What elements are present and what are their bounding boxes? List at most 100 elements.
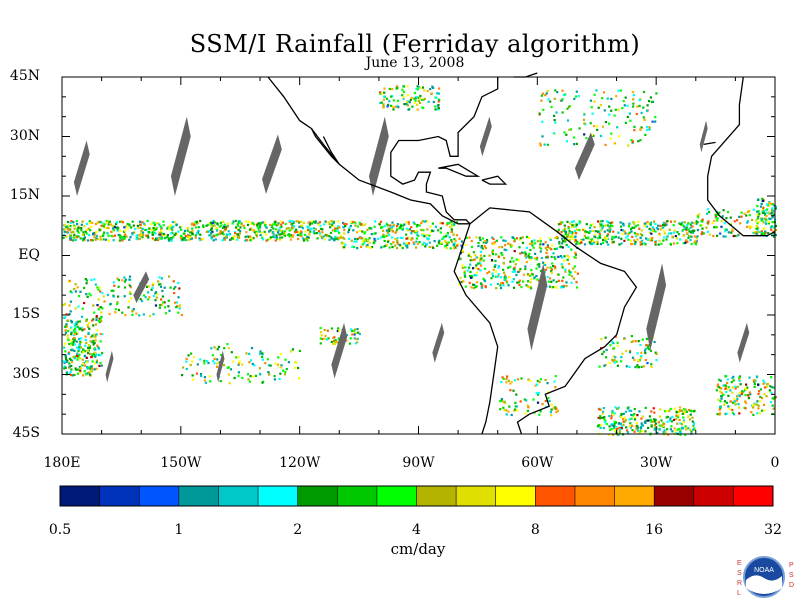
rain-pixel	[343, 232, 346, 235]
missing-swath	[479, 116, 492, 157]
rain-pixel	[355, 337, 358, 340]
rain-pixel	[475, 274, 478, 277]
rain-pixel	[380, 246, 383, 249]
rain-pixel	[633, 232, 636, 235]
rain-pixel	[554, 257, 557, 261]
rain-pixel	[142, 234, 145, 237]
rain-pixel	[74, 238, 77, 242]
rain-pixel	[107, 226, 110, 230]
rain-pixel	[571, 225, 574, 228]
rain-pixel	[338, 226, 341, 229]
rain-pixel	[499, 286, 503, 290]
rain-pixel	[645, 337, 648, 340]
rain-pixel	[403, 103, 406, 106]
rain-pixel	[269, 229, 272, 232]
rain-pixel	[253, 231, 256, 234]
rain-pixel	[159, 285, 163, 288]
rain-pixel	[755, 231, 758, 234]
rain-pixel	[304, 230, 307, 233]
rain-pixel	[640, 424, 644, 427]
rain-pixel	[92, 324, 95, 327]
rain-pixel	[239, 226, 242, 229]
rain-pixel	[113, 284, 116, 287]
rain-pixel	[417, 234, 420, 237]
rain-pixel	[577, 95, 580, 98]
rain-pixel	[254, 374, 258, 377]
rain-pixel	[502, 377, 505, 380]
rain-pixel	[444, 239, 447, 243]
rain-pixel	[279, 366, 282, 369]
rain-pixel	[338, 236, 341, 239]
rain-pixel	[273, 375, 276, 378]
rain-pixel	[161, 295, 164, 298]
rain-pixel	[63, 360, 66, 363]
rain-pixel	[622, 229, 625, 232]
rain-pixel	[629, 422, 632, 425]
rain-pixel	[83, 370, 86, 373]
rain-pixel	[267, 364, 270, 367]
rain-pixel	[464, 285, 467, 288]
rain-pixel	[73, 323, 76, 326]
rain-pixel	[538, 112, 541, 115]
rain-pixel	[291, 235, 294, 238]
rain-pixel	[693, 422, 696, 425]
missing-swath	[574, 132, 595, 181]
rain-pixel	[512, 236, 515, 239]
rain-pixel	[550, 248, 553, 251]
rain-pixel	[197, 229, 200, 233]
rain-pixel	[501, 282, 504, 285]
rain-pixel	[174, 286, 177, 289]
rain-pixel	[719, 379, 722, 382]
rain-pixel	[759, 400, 762, 403]
rain-pixel	[396, 99, 400, 102]
rain-pixel	[756, 205, 759, 208]
rain-pixel	[616, 407, 619, 410]
rain-pixel	[687, 222, 690, 225]
rain-pixel	[215, 226, 218, 230]
rain-pixel	[353, 331, 356, 335]
rain-pixel	[599, 424, 603, 427]
rain-pixel	[421, 86, 425, 89]
rain-pixel	[279, 236, 282, 239]
rain-pixel	[379, 101, 382, 104]
rain-pixel	[505, 381, 508, 384]
rain-pixel	[653, 428, 656, 431]
rain-pixel	[84, 360, 88, 363]
rain-pixel	[217, 345, 221, 348]
rain-pixel	[629, 426, 632, 429]
rain-pixel	[360, 223, 363, 226]
rain-pixel	[401, 88, 404, 91]
rain-pixel	[95, 361, 98, 364]
rain-pixel	[613, 422, 616, 425]
rain-pixel	[588, 226, 592, 230]
rain-pixel	[593, 125, 596, 128]
rain-pixel	[218, 225, 221, 228]
rain-pixel	[556, 237, 559, 240]
rain-pixel	[255, 235, 258, 238]
rain-pixel	[70, 368, 73, 371]
rain-pixel	[396, 240, 399, 243]
rain-pixel	[93, 311, 96, 314]
rain-pixel	[337, 327, 340, 330]
rain-pixel	[274, 223, 277, 226]
rain-pixel	[353, 333, 356, 336]
coastline	[481, 175, 508, 185]
rain-pixel	[515, 237, 518, 240]
rain-pixel	[64, 366, 67, 369]
rain-pixel	[453, 224, 456, 227]
rain-pixel	[700, 233, 703, 236]
rain-pixel	[145, 234, 148, 237]
rain-pixel	[583, 234, 586, 237]
rain-pixel	[733, 400, 736, 403]
rain-pixel	[331, 229, 334, 232]
rain-pixel	[227, 346, 230, 350]
rain-pixel	[114, 308, 118, 311]
rain-pixel	[416, 242, 419, 246]
coastline	[469, 207, 638, 435]
rain-pixel	[475, 281, 479, 284]
rain-pixel	[738, 392, 741, 395]
rain-pixel	[416, 108, 419, 111]
missing-swath	[170, 116, 191, 196]
rain-pixel	[306, 225, 309, 228]
rain-pixel	[193, 224, 196, 227]
